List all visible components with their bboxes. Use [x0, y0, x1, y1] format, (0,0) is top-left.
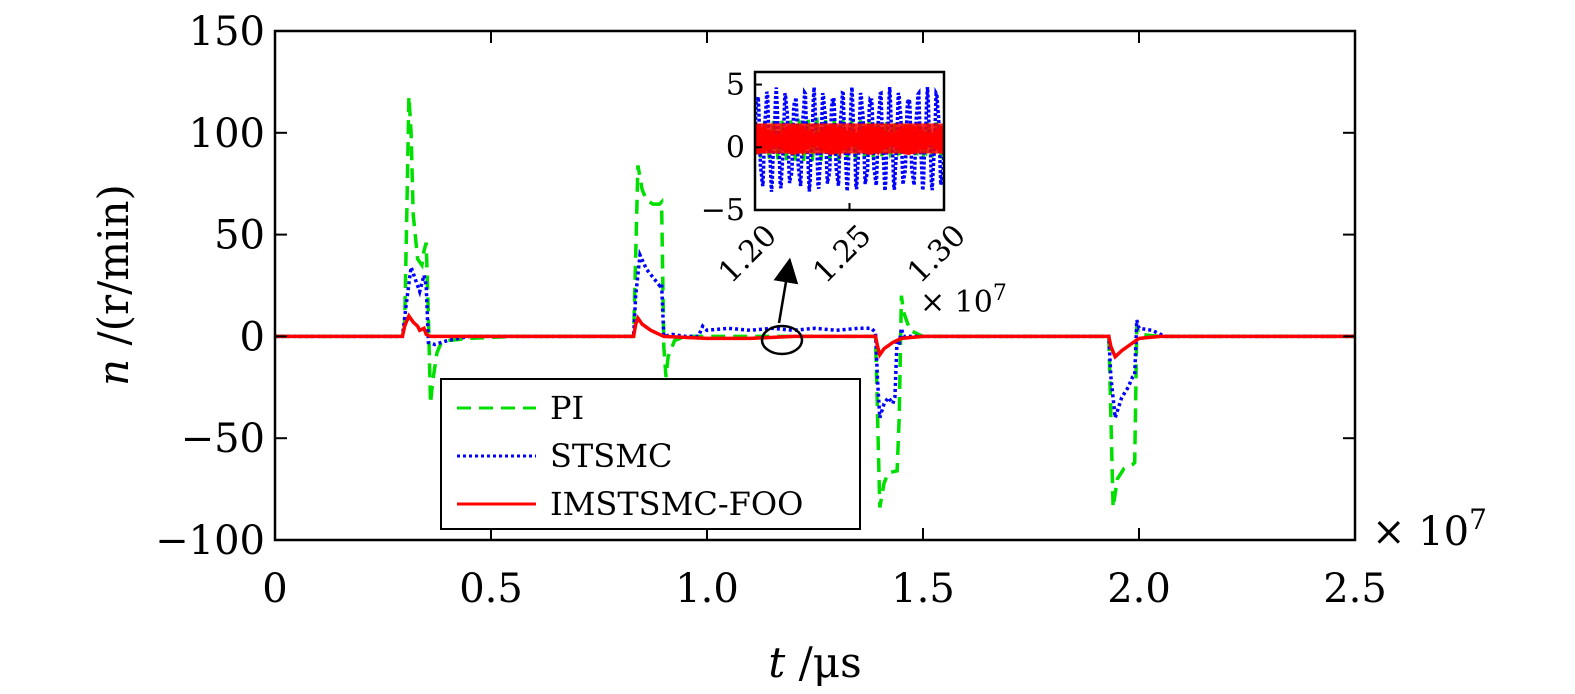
series-stsmc-line	[275, 248, 1355, 419]
inset-series-imstsmc-foo-band	[755, 123, 944, 154]
legend-label-stsmc: STSMC	[550, 437, 672, 475]
y-tick-label: 50	[214, 213, 265, 259]
x-exponent-label: × 107	[1372, 503, 1487, 555]
x-tick-label: 0.5	[459, 566, 523, 612]
y-tick-label: 0	[240, 314, 265, 360]
inset-y-tick-label: 0	[726, 130, 745, 165]
x-tick-label: 1.0	[675, 566, 739, 612]
x-axis-ticks: 0 0.5 1.0 1.5 2.0 2.5	[262, 31, 1387, 612]
inset-y-tick-label: 5	[726, 68, 745, 103]
zoom-region-marker	[760, 324, 804, 356]
legend: PI STSMC IMSTSMC-FOO	[440, 378, 861, 530]
x-tick-label: 1.5	[891, 566, 955, 612]
x-tick-label: 0	[262, 566, 287, 612]
inset-y-tick-label: −5	[701, 193, 745, 228]
inset-chart: −505 1.20 1.25 1.30 × 107	[701, 68, 1007, 320]
x-tick-label: 2.5	[1323, 566, 1387, 612]
zoom-arrow	[773, 257, 799, 324]
y-tick-label: 150	[189, 9, 265, 55]
series-layer	[275, 96, 1355, 508]
plot-frame	[273, 29, 1357, 542]
y-tick-label: −50	[181, 416, 265, 462]
series-pi-line	[275, 96, 1355, 508]
inset-x-exponent-label: × 107	[920, 281, 1007, 320]
y-tick-label: 100	[189, 111, 265, 157]
x-tick-label: 2.0	[1107, 566, 1171, 612]
series-imstsmc-foo-line	[275, 312, 1355, 360]
y-tick-label: −100	[155, 518, 265, 564]
y-axis-label: n /(r/min)	[89, 184, 138, 386]
x-axis-label: t /μs	[768, 638, 861, 687]
legend-label-imstsmc-foo: IMSTSMC-FOO	[550, 485, 803, 523]
legend-label-pi: PI	[550, 389, 584, 427]
